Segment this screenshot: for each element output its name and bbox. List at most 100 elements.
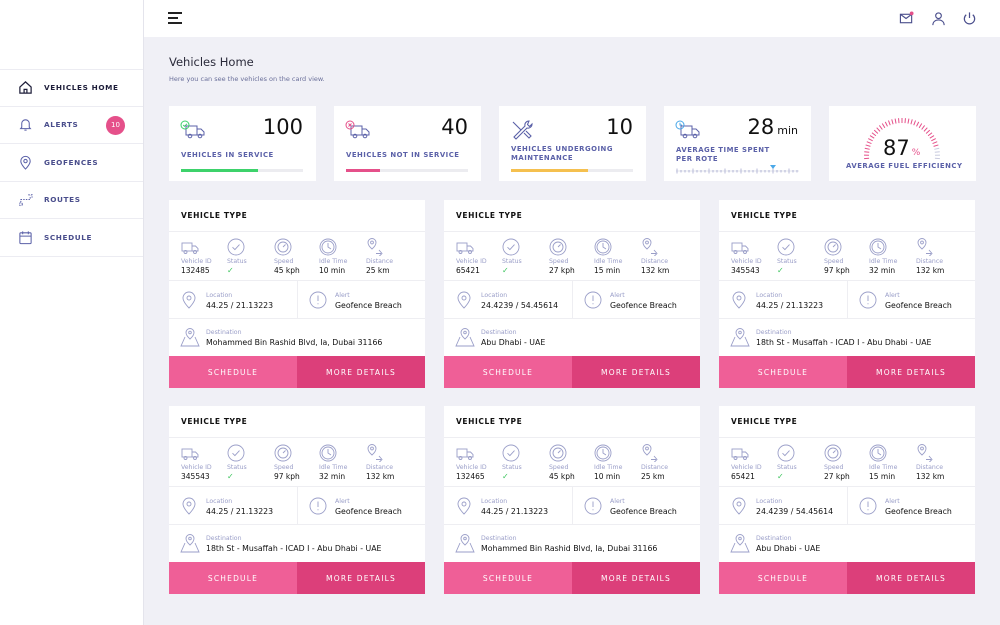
check-circle-icon bbox=[227, 238, 245, 256]
metric-status: Status ✓ bbox=[777, 238, 797, 275]
sidebar-item-vehicles-home[interactable]: VEHICLES HOME bbox=[0, 69, 143, 107]
sidebar-item-schedule[interactable]: SCHEDULE bbox=[0, 219, 143, 257]
sidebar-item-routes[interactable]: ROUTES bbox=[0, 182, 143, 219]
calendar-icon bbox=[19, 231, 32, 244]
alert-label: Alert bbox=[610, 292, 625, 299]
mail-icon[interactable] bbox=[899, 11, 914, 26]
metric-status: Status ✓ bbox=[227, 444, 247, 481]
schedule-button[interactable]: SCHEDULE bbox=[719, 562, 847, 594]
alert-circle-icon bbox=[584, 497, 602, 515]
gauge-tick bbox=[907, 118, 910, 124]
sidebar-item-geofences[interactable]: GEOFENCES bbox=[0, 144, 143, 182]
stat-vehicles-not-in-service: 40 VEHICLES NOT IN SERVICE bbox=[334, 106, 481, 181]
truck-icon bbox=[181, 242, 199, 254]
vehicle-card: VEHICLE TYPE Vehicle ID 65421 Status ✓ S… bbox=[719, 406, 975, 594]
sidebar-item-label: VEHICLES HOME bbox=[44, 83, 119, 93]
check-circle-icon bbox=[777, 238, 795, 256]
gauge-tick bbox=[873, 129, 879, 134]
status-value: ✓ bbox=[777, 472, 784, 481]
vehicle-card-title: VEHICLE TYPE bbox=[181, 211, 248, 220]
schedule-button[interactable]: SCHEDULE bbox=[169, 562, 297, 594]
bell-icon bbox=[19, 119, 32, 131]
vehicle-destination-row: Destination Mohammed Bin Rashid Blvd, Ia… bbox=[169, 319, 425, 356]
alert-circle-icon bbox=[859, 497, 877, 515]
speedometer-icon bbox=[549, 444, 567, 462]
gauge-tick bbox=[927, 132, 933, 137]
vehicle-destination-row: Destination 18th St - Musaffah - ICAD I … bbox=[719, 319, 975, 356]
alert-label: Alert bbox=[335, 498, 350, 505]
location-label: Location bbox=[481, 498, 508, 505]
speedometer-icon bbox=[274, 444, 292, 462]
idle-time-value: 15 min bbox=[869, 472, 896, 481]
metric-status: Status ✓ bbox=[502, 444, 522, 481]
idle-time-value: 10 min bbox=[319, 266, 346, 275]
metric-label: Idle Time bbox=[319, 464, 348, 471]
schedule-button[interactable]: SCHEDULE bbox=[444, 562, 572, 594]
power-icon[interactable] bbox=[962, 11, 977, 26]
idle-time-value: 15 min bbox=[594, 266, 621, 275]
destination-label: Destination bbox=[756, 535, 792, 542]
row-divider bbox=[847, 487, 848, 524]
destination-value: 18th St - Musaffah - ICAD I - Abu Dhabi … bbox=[756, 338, 932, 347]
more-details-button[interactable]: MORE DETAILS bbox=[572, 562, 700, 594]
metric-label: Status bbox=[227, 258, 247, 265]
metric-speed: Speed 27 kph bbox=[549, 238, 575, 275]
location-value: 24.4239 / 54.45614 bbox=[756, 507, 834, 516]
more-details-button[interactable]: MORE DETAILS bbox=[572, 356, 700, 388]
destination-value: Abu Dhabi - UAE bbox=[481, 338, 546, 347]
schedule-button[interactable]: SCHEDULE bbox=[169, 356, 297, 388]
alert-value: Geofence Breach bbox=[885, 301, 952, 310]
gauge-tick bbox=[876, 127, 881, 132]
clock-icon bbox=[594, 238, 612, 256]
metric-label: Status bbox=[777, 258, 797, 265]
vehicle-card-title: VEHICLE TYPE bbox=[731, 417, 798, 426]
vehicle-destination-row: Destination Abu Dhabi - UAE bbox=[719, 525, 975, 562]
check-circle-icon bbox=[777, 444, 795, 462]
speedometer-icon bbox=[824, 238, 842, 256]
speed-value: 45 kph bbox=[549, 472, 575, 481]
stat-number: 40 bbox=[441, 115, 468, 139]
gauge-tick bbox=[916, 121, 920, 127]
gauge-tick bbox=[891, 119, 894, 125]
row-divider bbox=[297, 487, 298, 524]
vehicle-metrics-row: Vehicle ID 65421 Status ✓ Speed 27 kph I… bbox=[444, 231, 700, 281]
metric-label: Status bbox=[502, 258, 522, 265]
distance-pin-icon bbox=[367, 444, 383, 462]
stat-number-value: 28 bbox=[747, 115, 775, 139]
metric-label: Idle Time bbox=[319, 258, 348, 265]
destination-label: Destination bbox=[206, 535, 242, 542]
metric-distance: Distance 132 km bbox=[641, 238, 669, 275]
route-icon bbox=[18, 194, 33, 207]
more-details-button[interactable]: MORE DETAILS bbox=[297, 356, 425, 388]
wrench-icon bbox=[512, 120, 533, 140]
speedometer-icon bbox=[549, 238, 567, 256]
more-details-button[interactable]: MORE DETAILS bbox=[297, 562, 425, 594]
metric-label: Idle Time bbox=[869, 258, 898, 265]
metric-label: Idle Time bbox=[869, 464, 898, 471]
schedule-button[interactable]: SCHEDULE bbox=[719, 356, 847, 388]
vehicle-location-row: Location 44.25 / 21.13223 Alert Geofence… bbox=[169, 487, 425, 525]
schedule-button[interactable]: SCHEDULE bbox=[444, 356, 572, 388]
more-details-button[interactable]: MORE DETAILS bbox=[847, 356, 975, 388]
gauge-tick bbox=[929, 135, 935, 139]
metric-distance: Distance 132 km bbox=[916, 444, 944, 481]
speed-value: 97 kph bbox=[824, 266, 850, 275]
sidebar-item-alerts[interactable]: ALERTS 10 bbox=[0, 107, 143, 144]
metric-label: Distance bbox=[641, 258, 669, 265]
location-value: 44.25 / 21.13223 bbox=[206, 301, 274, 310]
destination-icon bbox=[180, 328, 200, 347]
location-value: 44.25 / 21.13223 bbox=[756, 301, 824, 310]
speedometer-icon bbox=[824, 444, 842, 462]
stat-label: AVERAGE FUEL EFFICIENCY bbox=[846, 162, 963, 170]
distance-value: 132 km bbox=[366, 472, 395, 481]
location-value: 44.25 / 21.13223 bbox=[481, 507, 549, 516]
metric-label: Vehicle ID bbox=[731, 258, 762, 265]
vehicle-metrics-row: Vehicle ID 132465 Status ✓ Speed 45 kph … bbox=[444, 437, 700, 487]
location-pin-icon bbox=[182, 291, 196, 309]
alert-value: Geofence Breach bbox=[610, 301, 677, 310]
gauge-tick bbox=[931, 138, 936, 142]
user-icon[interactable] bbox=[931, 11, 946, 26]
check-circle-icon bbox=[502, 238, 520, 256]
menu-icon[interactable] bbox=[168, 12, 182, 24]
more-details-button[interactable]: MORE DETAILS bbox=[847, 562, 975, 594]
